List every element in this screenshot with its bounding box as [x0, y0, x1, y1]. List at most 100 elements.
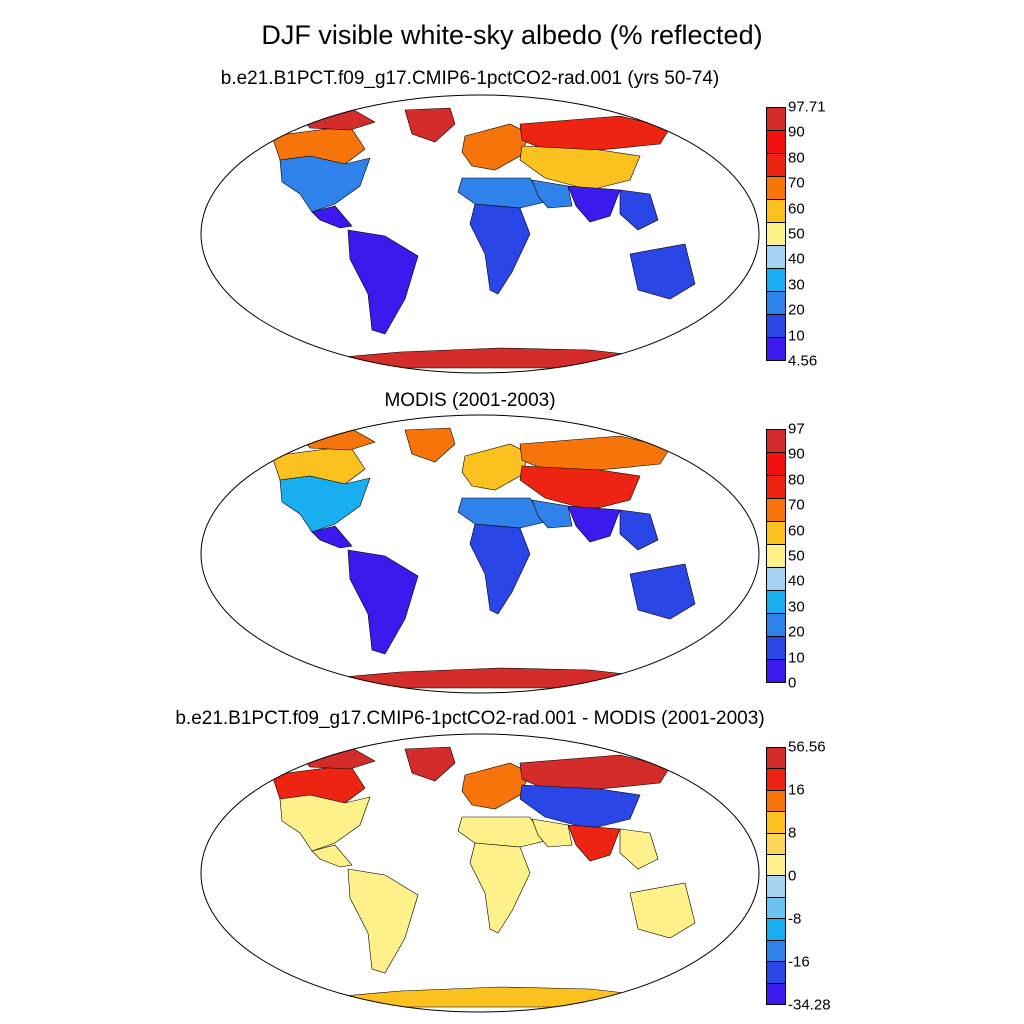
colorbar-swatch [767, 199, 785, 222]
colorbar-swatch [767, 153, 785, 176]
region-south-asia [567, 185, 621, 223]
colorbar-swatch [767, 659, 785, 682]
region-southeast-asia [619, 189, 659, 231]
colorbar-swatch [767, 108, 785, 130]
colorbar-label: 97 [788, 420, 805, 438]
colorbar-model [766, 107, 786, 361]
region-north-africa [457, 816, 546, 848]
colorbar-swatch [767, 176, 785, 199]
colorbar-swatch [767, 475, 785, 498]
colorbar-swatch [767, 789, 785, 812]
region-north-america [279, 475, 371, 533]
region-north-africa [457, 177, 546, 209]
colorbar-swatch [767, 939, 785, 962]
region-australia [629, 243, 696, 300]
region-arctic-islands [299, 746, 376, 770]
region-south-america [347, 229, 419, 335]
region-australia [629, 563, 696, 620]
colorbar-label: 70 [788, 174, 805, 192]
colorbar-swatch [767, 747, 785, 769]
region-europe [461, 443, 531, 491]
region-australia [629, 882, 696, 939]
region-europe [461, 762, 531, 810]
colorbar-label: 90 [788, 445, 805, 463]
region-middle-east [531, 179, 573, 209]
region-north-america [279, 155, 371, 213]
colorbar-label: 97.71 [788, 98, 826, 116]
colorbar-label: 20 [788, 623, 805, 641]
region-africa [469, 203, 531, 295]
colorbar-label: 0 [788, 867, 797, 885]
region-central-america [311, 205, 353, 229]
map-diff [200, 733, 760, 1013]
panel-title-obs: MODIS (2001-2003) [384, 390, 556, 411]
colorbar-swatch [767, 245, 785, 268]
colorbar-label: 56.56 [788, 738, 826, 756]
region-siberia [519, 754, 671, 790]
colorbar-diff [766, 747, 786, 1005]
colorbar-swatch [767, 452, 785, 475]
colorbar-swatch [767, 636, 785, 659]
colorbar-swatch [767, 291, 785, 314]
colorbar-label: 70 [788, 496, 805, 514]
map-model [200, 94, 760, 374]
colorbar-swatch [767, 521, 785, 544]
colorbar-swatch [767, 982, 785, 1004]
colorbar-label: 10 [788, 327, 805, 345]
colorbar-swatch [767, 314, 785, 337]
region-south-america [347, 549, 419, 655]
region-south-asia [567, 824, 621, 862]
region-central-america [311, 844, 353, 868]
colorbar-label: 8 [788, 824, 797, 842]
colorbar-swatch [767, 832, 785, 855]
colorbar-swatch [767, 811, 785, 833]
colorbar-labels-obs: 0 10 20 30 40 50 60 70 80 90 97 [788, 421, 858, 692]
region-central-america [311, 525, 353, 549]
colorbar-label: 60 [788, 200, 805, 218]
region-south-asia [567, 505, 621, 543]
colorbar-label: 20 [788, 301, 805, 319]
region-greenland [404, 107, 456, 143]
colorbar-obs [766, 429, 786, 683]
colorbar-swatch [767, 875, 785, 897]
region-africa [469, 842, 531, 934]
panel-title-model: b.e21.B1PCT.f09_g17.CMIP6-1pctCO2-rad.00… [220, 68, 720, 89]
colorbar-swatch [767, 544, 785, 567]
colorbar-label: 10 [788, 649, 805, 667]
figure-title: DJF visible white-sky albedo (% reflecte… [261, 20, 763, 50]
colorbar-swatch [767, 918, 785, 940]
colorbar-swatch [767, 268, 785, 291]
region-arctic-islands [299, 427, 376, 451]
colorbar-label: 40 [788, 572, 805, 590]
colorbar-swatch [767, 896, 785, 919]
colorbar-swatch [767, 854, 785, 876]
region-arctic-islands [299, 107, 376, 131]
colorbar-labels-diff: -34.28 -16 -8 0 8 16 56.56 [788, 739, 858, 1014]
region-africa [469, 523, 531, 615]
region-southeast-asia [619, 828, 659, 870]
colorbar-swatch [767, 337, 785, 360]
region-central-asia [519, 465, 641, 511]
colorbar-label: 30 [788, 276, 805, 294]
region-middle-east [531, 499, 573, 529]
colorbar-label: -34.28 [788, 996, 831, 1014]
region-middle-east [531, 818, 573, 848]
colorbar-label: -8 [788, 910, 802, 928]
colorbar-swatch [767, 567, 785, 590]
colorbar-swatch [767, 590, 785, 613]
colorbar-labels-model: 4.56 10 20 30 40 50 60 70 80 90 97.71 [788, 99, 858, 370]
map-border [200, 414, 760, 694]
colorbar-label: 40 [788, 250, 805, 268]
colorbar-swatch [767, 498, 785, 521]
colorbar-label: -16 [788, 953, 810, 971]
region-greenland [404, 427, 456, 463]
region-north-africa [457, 497, 546, 529]
colorbar-label: 50 [788, 547, 805, 565]
colorbar-label: 60 [788, 522, 805, 540]
colorbar-label: 30 [788, 598, 805, 616]
region-siberia [519, 115, 671, 151]
colorbar-swatch [767, 961, 785, 983]
colorbar-swatch [767, 130, 785, 153]
region-north-america [279, 794, 371, 852]
map-border [200, 94, 760, 374]
